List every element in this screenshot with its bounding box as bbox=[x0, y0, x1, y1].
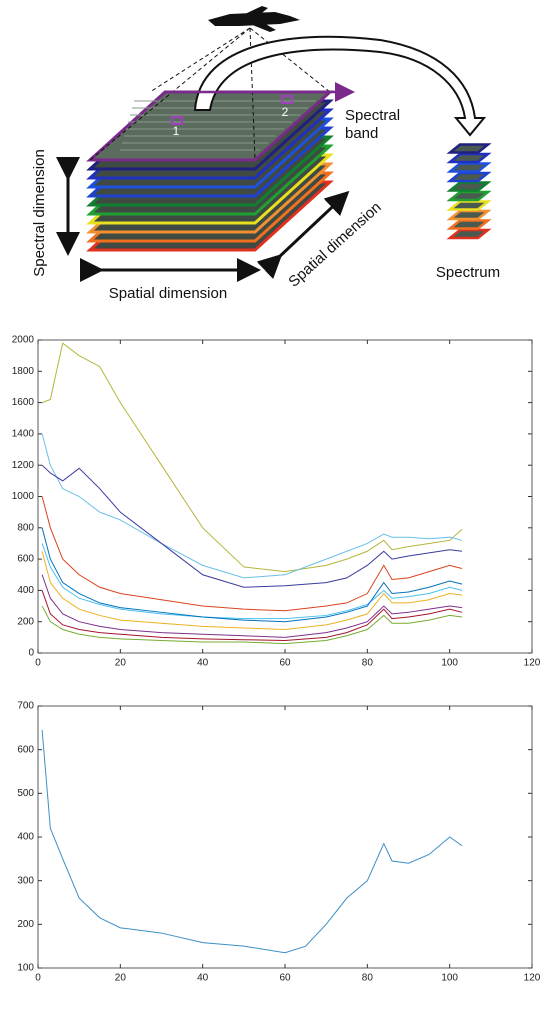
curved-arrow bbox=[193, 35, 487, 137]
y-tick-label: 400 bbox=[17, 832, 34, 843]
y-tick-label: 200 bbox=[17, 919, 34, 930]
spatial-dimension-arrow bbox=[256, 190, 350, 280]
y-tick-label: 300 bbox=[17, 875, 34, 886]
spectrum-layer bbox=[446, 228, 492, 240]
plot-frame bbox=[37, 705, 533, 969]
y-tick-label: 600 bbox=[17, 744, 34, 755]
spectrum-layer bbox=[446, 209, 492, 221]
spectrum-layer bbox=[446, 143, 492, 154]
spatial-dimension-label: Spatial dimension bbox=[285, 199, 384, 291]
y-tick-label: 700 bbox=[17, 701, 34, 712]
spectrum-layer bbox=[446, 171, 492, 183]
y-tick-label: 400 bbox=[17, 585, 34, 596]
spatial-dimension-label: Spatial dimension bbox=[109, 285, 227, 302]
y-tick-label: 2000 bbox=[12, 335, 35, 346]
y-tick-label: 1600 bbox=[12, 397, 35, 408]
spectrum-line bbox=[41, 543, 463, 620]
x-tick-label: 20 bbox=[115, 658, 127, 669]
spectrum-layer bbox=[446, 219, 492, 230]
pixel-2 bbox=[281, 95, 293, 104]
y-tick-label: 0 bbox=[28, 648, 34, 659]
y-tick-label: 1200 bbox=[12, 460, 35, 471]
pixel-2-label: 2 bbox=[282, 105, 289, 119]
x-tick-label: 0 bbox=[35, 658, 41, 669]
spectrum-layer bbox=[446, 200, 492, 211]
airplane bbox=[208, 6, 300, 32]
y-tick-label: 600 bbox=[17, 554, 34, 565]
pixel-1-label: 1 bbox=[173, 124, 180, 138]
spectrum-line bbox=[41, 496, 463, 612]
spectrum-line bbox=[41, 433, 463, 579]
diagram: 1 2 Spectral band Spectral dimension Spa… bbox=[31, 6, 500, 302]
x-tick-label: 80 bbox=[362, 973, 374, 984]
spectrum-layer bbox=[446, 181, 492, 192]
x-tick-label: 20 bbox=[115, 973, 127, 984]
spectrum-line bbox=[41, 729, 463, 954]
y-tick-label: 500 bbox=[17, 788, 34, 799]
spectrum-line bbox=[41, 590, 463, 641]
y-tick-label: 100 bbox=[17, 963, 34, 974]
pixel-1 bbox=[171, 116, 183, 125]
y-tick-label: 800 bbox=[17, 522, 34, 533]
y-tick-label: 200 bbox=[17, 616, 34, 627]
x-tick-label: 120 bbox=[524, 973, 541, 984]
spectrum-layer bbox=[446, 190, 492, 202]
x-tick-label: 60 bbox=[279, 973, 291, 984]
spectral-dimension-label: Spectral dimension bbox=[31, 149, 48, 277]
x-tick-label: 120 bbox=[524, 658, 541, 669]
x-tick-label: 100 bbox=[441, 973, 458, 984]
spectrum-line bbox=[41, 342, 463, 573]
hyperspectral-cube bbox=[86, 90, 334, 252]
spectral-band-label: band bbox=[345, 125, 378, 142]
charts: 0 20 40 60 80 100 1200200400600800100012001400… bbox=[12, 335, 541, 984]
spectrum-line bbox=[41, 574, 463, 638]
spectrum-layer bbox=[446, 152, 492, 164]
x-tick-label: 60 bbox=[279, 658, 291, 669]
spectrum-line bbox=[41, 605, 463, 645]
spectrum-label: Spectrum bbox=[436, 264, 500, 281]
plot-frame bbox=[37, 339, 533, 654]
spectrum-line bbox=[41, 551, 463, 631]
x-tick-label: 80 bbox=[362, 658, 374, 669]
spectrum-line bbox=[41, 464, 463, 588]
spectrum-stack bbox=[446, 143, 492, 240]
y-tick-label: 1000 bbox=[12, 491, 35, 502]
y-tick-label: 1800 bbox=[12, 366, 35, 377]
x-tick-label: 40 bbox=[197, 658, 209, 669]
x-tick-label: 0 bbox=[35, 973, 41, 984]
spectrum-line bbox=[41, 527, 463, 623]
spectrum-layer bbox=[446, 162, 492, 173]
x-tick-label: 100 bbox=[441, 658, 458, 669]
spectral-band-label: Spectral bbox=[345, 107, 400, 124]
x-tick-label: 40 bbox=[197, 973, 209, 984]
y-tick-label: 1400 bbox=[12, 429, 35, 440]
